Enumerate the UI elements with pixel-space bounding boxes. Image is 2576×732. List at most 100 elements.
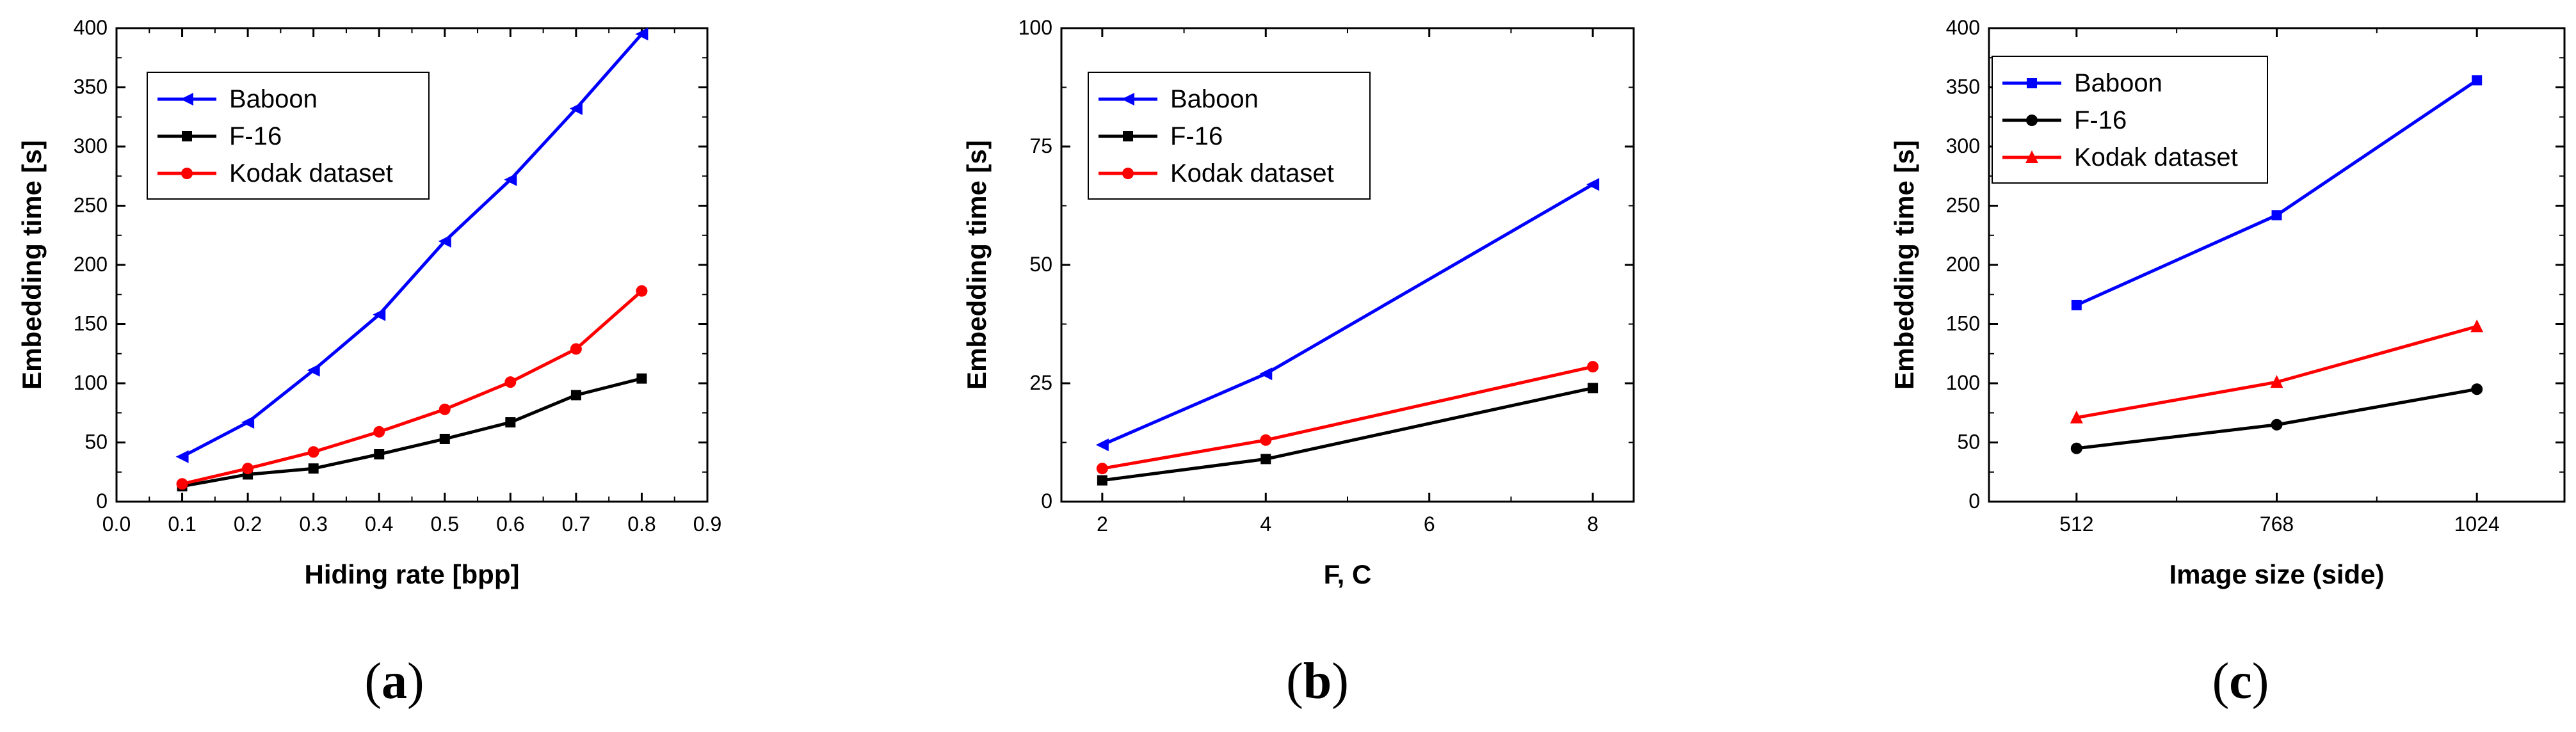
data-point: [374, 449, 385, 459]
data-point: [635, 28, 648, 41]
data-point: [505, 417, 516, 428]
y-tick-label: 200: [1946, 253, 1980, 276]
y-tick-label: 50: [1029, 253, 1052, 276]
series-line-f-16: [182, 377, 643, 488]
data-point: [242, 463, 254, 475]
data-point: [1586, 178, 1600, 191]
y-tick-label: 300: [74, 134, 108, 157]
y-tick-label: 50: [85, 431, 108, 454]
legend-label: Baboon: [2074, 69, 2162, 97]
data-point: [2470, 319, 2484, 333]
legend-marker: [182, 131, 192, 141]
legend-label: Kodak dataset: [1170, 159, 1334, 187]
x-axis-label: Image size (side): [2169, 559, 2384, 589]
legend-marker: [2027, 78, 2037, 88]
series-line-kodak-dataset: [181, 289, 643, 486]
data-point: [2070, 442, 2082, 454]
x-axis-label: F, C: [1324, 559, 1372, 589]
chart-b: 0 25 50 75 100 2 4 6 8 F, C Embedding time [s] Babo…: [962, 16, 1635, 589]
data-point: [1587, 361, 1599, 373]
y-axis-label: Embedding time [s]: [1889, 140, 1919, 390]
x-tick-label: 0.2: [234, 513, 262, 536]
data-point: [307, 446, 319, 458]
x-tick-label: 0.1: [168, 513, 196, 536]
x-tick-label: 0.8: [627, 513, 656, 536]
data-point: [1588, 383, 1598, 394]
legend-marker: [1123, 131, 1133, 141]
x-axis-label: Hiding rate [bpp]: [305, 559, 520, 589]
legend-marker: [2026, 115, 2038, 126]
x-tick-label: 512: [2059, 513, 2093, 536]
legend-label: Kodak dataset: [2074, 143, 2238, 171]
data-point: [569, 102, 583, 115]
x-tick-label: 0.3: [299, 513, 327, 536]
caption-c: (c): [2212, 653, 2269, 710]
y-tick-label: 250: [1946, 194, 1980, 217]
y-tick-label: 400: [74, 16, 108, 39]
data-point: [2270, 375, 2283, 388]
y-tick-label: 350: [74, 76, 108, 99]
y-axis-label: Embedding time [s]: [962, 140, 992, 390]
data-point: [1259, 367, 1273, 381]
legend-label: Baboon: [229, 85, 318, 113]
y-tick-label: 25: [1029, 371, 1052, 394]
legend-label: Baboon: [1170, 85, 1259, 113]
data-point: [1095, 438, 1109, 452]
x-tick-label: 768: [2260, 513, 2294, 536]
x-tick-label: 4: [1260, 513, 1271, 536]
data-point: [373, 308, 386, 321]
y-tick-label: 100: [1018, 16, 1052, 39]
data-point: [175, 450, 189, 463]
data-point: [1097, 475, 1107, 486]
data-point: [504, 173, 517, 186]
y-tick-label: 300: [1946, 134, 1980, 157]
series-line-kodak-dataset: [2076, 324, 2477, 420]
data-point: [1096, 463, 1108, 475]
data-point: [570, 343, 582, 355]
y-tick-label: 75: [1029, 134, 1052, 157]
data-point: [308, 463, 319, 474]
data-point: [2471, 383, 2483, 395]
x-tick-label: 2: [1097, 513, 1108, 536]
data-point: [636, 285, 648, 297]
caption-a: (a): [364, 653, 424, 710]
data-point: [570, 390, 581, 401]
data-point: [2271, 210, 2282, 221]
x-tick-label: 0.4: [365, 513, 393, 536]
x-tick-label: 0.6: [496, 513, 524, 536]
y-tick-label: 0: [1041, 489, 1052, 513]
x-tick-label: 0.5: [431, 513, 459, 536]
legend-label: F-16: [229, 122, 282, 150]
x-tick-label: 6: [1424, 513, 1435, 536]
chart-c: 0 50 100 150 200 250 300 350 400 512 768 1024 Image …: [1889, 16, 2566, 589]
series-line-kodak-dataset: [1102, 365, 1593, 470]
legend-marker: [181, 93, 193, 106]
data-point: [438, 235, 451, 248]
series-line-baboon: [1101, 183, 1594, 447]
y-tick-label: 200: [74, 253, 108, 276]
data-point: [176, 478, 188, 490]
series-line-f-16: [1102, 386, 1593, 482]
data-point: [2271, 418, 2283, 431]
legend-marker: [2025, 150, 2038, 163]
y-tick-label: 100: [74, 371, 108, 394]
y-tick-label: 100: [1946, 371, 1980, 394]
legend-label: F-16: [1170, 122, 1223, 150]
data-point: [504, 376, 517, 388]
caption-b: (b): [1286, 653, 1349, 710]
y-axis-label: Embedding time [s]: [17, 140, 47, 390]
data-point: [241, 416, 255, 429]
y-tick-label: 0: [1968, 489, 1980, 513]
data-point: [2071, 299, 2082, 310]
data-point: [439, 403, 451, 415]
series-line-f-16: [2076, 387, 2477, 450]
x-tick-label: 8: [1587, 513, 1598, 536]
legend-marker: [181, 168, 193, 179]
data-point: [2472, 75, 2483, 86]
data-point: [307, 363, 320, 377]
x-tick-label: 0.0: [102, 513, 131, 536]
legend-marker: [1122, 93, 1134, 106]
y-tick-label: 150: [1946, 312, 1980, 335]
data-point: [373, 426, 385, 438]
